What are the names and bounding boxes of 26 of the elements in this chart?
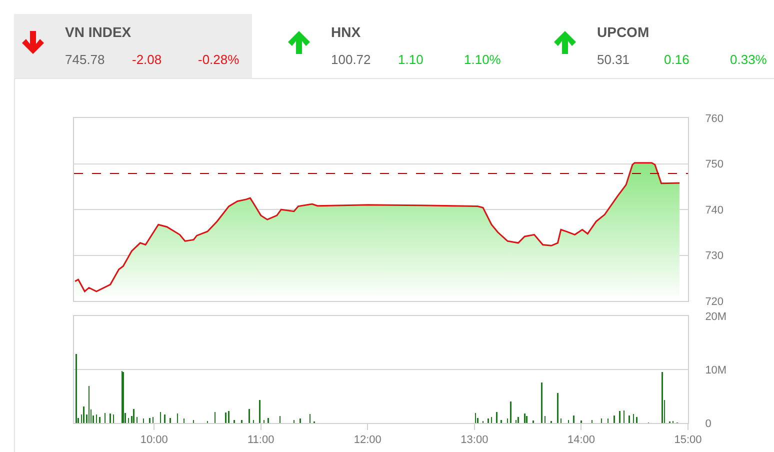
text: 1.10 xyxy=(398,52,424,67)
y-tick-label: 760 xyxy=(705,112,724,125)
y-tick-label: 720 xyxy=(705,296,724,308)
text: 745.78 xyxy=(65,52,105,67)
text: -2.08 xyxy=(132,52,162,67)
text: VN INDEX xyxy=(65,24,132,40)
x-tick-label: 13:00 xyxy=(460,434,488,446)
y-tick-label: 20M xyxy=(705,310,727,323)
text: 50.31 xyxy=(597,52,630,67)
y-tick-label: 0 xyxy=(705,418,712,430)
y-tick-label: 750 xyxy=(705,158,724,171)
text: 0.16 xyxy=(664,52,690,67)
y-tick-label: 10M xyxy=(705,364,727,376)
x-tick-label: 14:00 xyxy=(567,434,595,446)
text: UPCOM xyxy=(597,24,650,40)
x-tick-label: 12:00 xyxy=(354,434,382,446)
y-tick-label: 730 xyxy=(705,250,724,262)
x-tick-label: 10:00 xyxy=(140,434,168,446)
text: 0.33% xyxy=(730,52,767,67)
text: HNX xyxy=(331,24,361,40)
text: -0.28% xyxy=(198,52,240,67)
x-tick-label: 11:00 xyxy=(248,434,274,446)
x-tick-label: 15:00 xyxy=(674,434,702,446)
y-tick-label: 740 xyxy=(705,204,724,216)
text: 1.10% xyxy=(464,52,501,67)
text: 100.72 xyxy=(331,52,371,67)
